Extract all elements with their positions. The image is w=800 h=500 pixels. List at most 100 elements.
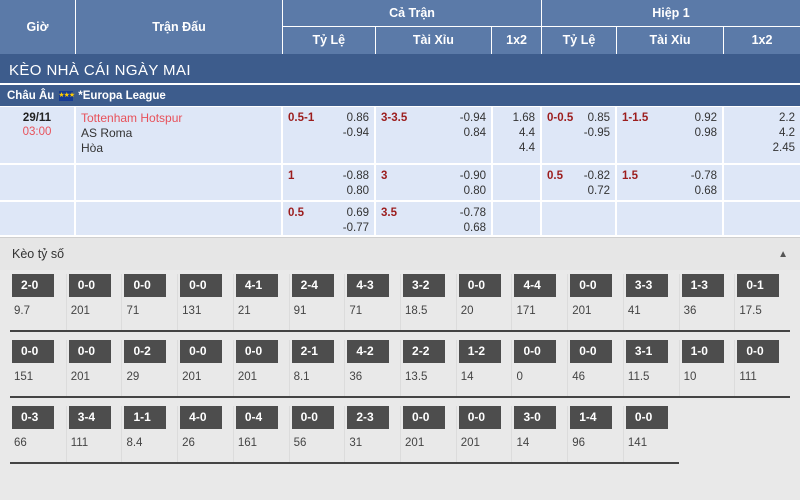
score-price[interactable]: 201 (70, 371, 90, 383)
score-price[interactable]: 201 (460, 437, 480, 449)
score-price[interactable]: 71 (349, 305, 363, 317)
score-chip[interactable]: 1-4 (570, 406, 613, 429)
correct-score-cell[interactable]: 1-3 36 (678, 274, 735, 332)
triangle-up-icon[interactable]: ▲ (778, 248, 788, 260)
full-1x2-home[interactable]: 1.68 (512, 112, 535, 124)
score-chip[interactable]: 0-0 (180, 340, 223, 363)
full-ou-over-odd[interactable]: -0.90 (459, 170, 486, 182)
full-handicap-home-odd[interactable]: 0.69 (346, 207, 369, 219)
correct-score-cell[interactable]: 0-0 141 (622, 406, 679, 464)
full-overunder-cell[interactable]: 3-3.5 -0.94 0.84 (376, 107, 493, 163)
score-price[interactable]: 111 (70, 437, 89, 449)
correct-score-cell[interactable]: 2-1 8.1 (288, 340, 345, 398)
half-1x2-draw[interactable]: 4.2 (779, 127, 795, 139)
score-price[interactable]: 201 (237, 371, 258, 383)
full-ou-over-odd[interactable]: -0.94 (459, 112, 486, 124)
score-price[interactable]: 201 (182, 371, 202, 383)
score-price[interactable]: 151 (14, 371, 34, 383)
correct-score-cell[interactable]: 0-0 201 (455, 406, 512, 464)
score-chip[interactable]: 0-2 (124, 340, 167, 363)
score-price[interactable]: 46 (572, 371, 585, 383)
score-chip[interactable]: 0-0 (458, 274, 501, 297)
correct-score-cell[interactable]: 0-0 131 (177, 274, 233, 332)
score-chip[interactable]: 2-4 (291, 274, 334, 297)
score-price[interactable]: 18.5 (405, 305, 428, 317)
score-chip[interactable]: 0-0 (514, 340, 557, 363)
full-1x2-away[interactable]: 4.4 (519, 142, 535, 154)
correct-score-cell[interactable]: 0-0 46 (567, 340, 623, 398)
correct-score-cell[interactable]: 4-4 171 (511, 274, 568, 332)
full-handicap-away-odd[interactable]: -0.77 (342, 222, 369, 234)
correct-score-cell[interactable]: 4-2 36 (344, 340, 401, 398)
score-price[interactable]: 17.5 (739, 305, 762, 317)
score-chip[interactable]: 0-1 (737, 274, 780, 297)
full-1x2-draw[interactable]: 4.4 (519, 127, 535, 139)
full-ou-under-odd[interactable]: 0.68 (463, 222, 486, 234)
score-price[interactable]: 0 (516, 371, 523, 383)
score-chip[interactable]: 3-1 (625, 340, 668, 363)
correct-score-cell[interactable]: 4-3 71 (344, 274, 401, 332)
half-1x2-away[interactable]: 2.45 (772, 142, 795, 154)
score-price[interactable]: 71 (126, 305, 140, 317)
score-price[interactable]: 11.5 (627, 371, 650, 383)
score-price[interactable]: 141 (627, 437, 648, 449)
score-chip[interactable]: 0-0 (625, 406, 668, 429)
half-handicap-home-odd[interactable]: -0.82 (583, 170, 610, 182)
half-overunder-cell[interactable]: 1.5 -0.78 0.68 (617, 165, 724, 200)
correct-score-cell[interactable]: 2-3 31 (344, 406, 401, 464)
correct-score-cell[interactable]: 1-4 96 (567, 406, 623, 464)
half-1x2-cell[interactable]: 2.2 4.2 2.45 (724, 107, 800, 163)
full-ou-under-odd[interactable]: 0.80 (463, 185, 486, 197)
full-ou-over-odd[interactable]: -0.78 (459, 207, 486, 219)
half-handicap-away-odd[interactable]: -0.95 (583, 127, 610, 139)
half-ou-under-odd[interactable]: 0.98 (694, 127, 717, 139)
score-chip[interactable]: 3-0 (514, 406, 557, 429)
score-chip[interactable]: 0-0 (12, 340, 54, 363)
correct-score-cell[interactable]: 1-2 14 (455, 340, 512, 398)
correct-score-cell[interactable]: 3-3 41 (622, 274, 679, 332)
full-handicap-away-odd[interactable]: 0.80 (346, 185, 369, 197)
score-price[interactable]: 8.1 (293, 371, 310, 383)
score-price[interactable]: 20 (460, 305, 474, 317)
score-chip[interactable]: 0-0 (403, 406, 446, 429)
full-handicap-cell[interactable]: 1 -0.88 0.80 (283, 165, 376, 200)
correct-score-cell[interactable]: 0-0 201 (400, 406, 456, 464)
league-bar[interactable]: Châu Âu ★★★ *Europa League (0, 85, 800, 107)
correct-score-cell[interactable]: 0-0 151 (10, 340, 66, 398)
score-price[interactable]: 10 (683, 371, 697, 383)
score-price[interactable]: 96 (572, 437, 585, 449)
half-ou-over-odd[interactable]: 0.92 (694, 112, 717, 124)
score-price[interactable]: 29 (126, 371, 140, 383)
score-chip[interactable]: 3-4 (68, 406, 111, 429)
score-chip[interactable]: 1-1 (124, 406, 167, 429)
odds-row[interactable]: 0.5 0.69 -0.77 3.5 -0.78 0.68 (0, 202, 800, 237)
correct-score-cell[interactable]: 1-0 10 (678, 340, 735, 398)
correct-score-cell[interactable]: 0-0 20 (455, 274, 512, 332)
half-ou-under-odd[interactable]: 0.68 (694, 185, 717, 197)
half-handicap-home-odd[interactable]: 0.85 (587, 112, 610, 124)
score-price[interactable]: 14 (516, 437, 530, 449)
score-chip[interactable]: 2-3 (347, 406, 390, 429)
half-overunder-cell[interactable]: 1-1.5 0.92 0.98 (617, 107, 724, 163)
score-chip[interactable]: 0-0 (235, 340, 278, 363)
correct-score-cell[interactable]: 3-2 18.5 (400, 274, 456, 332)
score-price[interactable]: 201 (572, 305, 592, 317)
correct-score-cell[interactable]: 2-2 13.5 (400, 340, 456, 398)
score-price[interactable]: 201 (405, 437, 425, 449)
score-price[interactable]: 8.4 (126, 437, 143, 449)
correct-score-cell[interactable]: 0-4 161 (232, 406, 289, 464)
score-chip[interactable]: 0-3 (12, 406, 54, 429)
score-chip[interactable]: 4-2 (347, 340, 390, 363)
full-handicap-cell[interactable]: 0.5-1 0.86 -0.94 (283, 107, 376, 163)
correct-score-cell[interactable]: 3-4 111 (65, 406, 122, 464)
score-chip[interactable]: 2-0 (12, 274, 54, 297)
score-price[interactable]: 171 (516, 305, 536, 317)
score-price[interactable]: 161 (237, 437, 258, 449)
half-handicap-cell[interactable]: 0-0.5 0.85 -0.95 (542, 107, 617, 163)
odds-row[interactable]: 1 -0.88 0.80 3 -0.90 0.80 0.5 -0.82 0.72 1.… (0, 165, 800, 202)
draw-label[interactable]: Hòa (81, 141, 104, 155)
correct-score-cell[interactable]: 4-0 26 (177, 406, 233, 464)
score-price[interactable]: 201 (70, 305, 90, 317)
score-chip[interactable]: 0-0 (124, 274, 167, 297)
correct-score-cell[interactable]: 0-0 201 (567, 274, 623, 332)
